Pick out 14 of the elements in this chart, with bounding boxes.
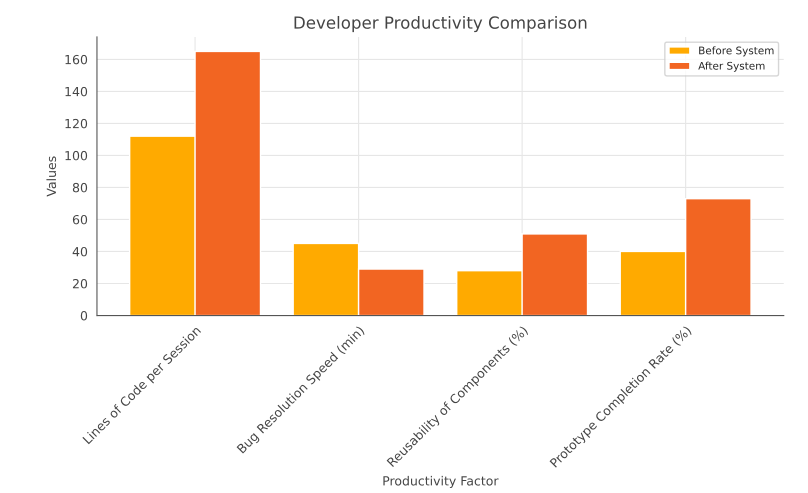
legend-label: After System [698, 62, 764, 72]
y-axis-title: Values [46, 156, 56, 197]
legend-label: Before System [699, 46, 774, 56]
y-tick-label: 60 [72, 214, 88, 224]
y-tick-label: 0 [80, 310, 88, 320]
y-tick-label: 120 [65, 118, 88, 128]
y-tick-label: 40 [72, 246, 88, 256]
y-tick-label: 100 [65, 150, 88, 160]
y-tick-label: 140 [65, 86, 88, 96]
y-tick-label: 80 [72, 182, 88, 192]
chart-title: Developer Productivity Comparison [294, 16, 586, 32]
y-tick-label: 160 [65, 54, 88, 64]
x-axis-title: Productivity Factor [383, 476, 499, 488]
y-tick-label: 20 [72, 278, 88, 288]
